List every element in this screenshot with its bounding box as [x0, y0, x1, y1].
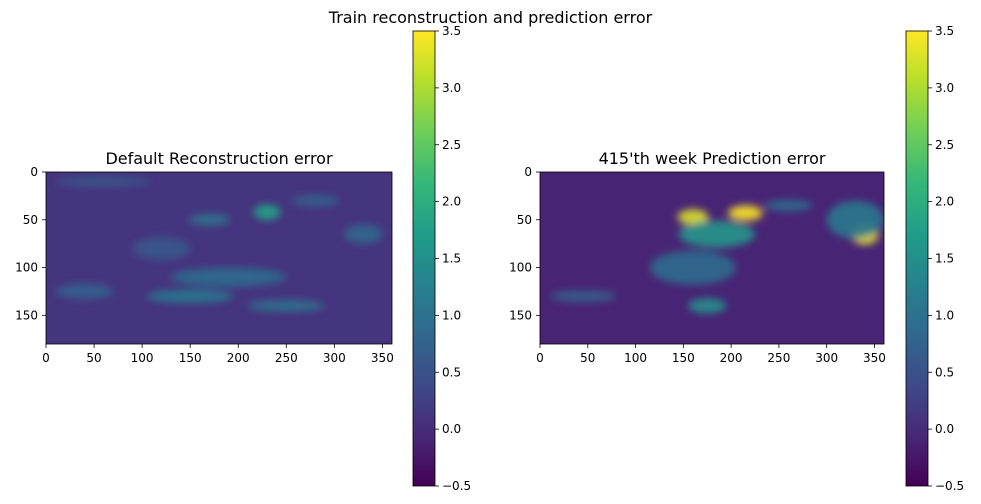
- heatmap-hotspot: [677, 209, 709, 225]
- chart-title: Default Reconstruction error: [105, 149, 333, 168]
- y-tick-label: 50: [517, 213, 532, 227]
- colorbar-tick-label: −0.5: [442, 479, 471, 493]
- y-tick-label: 100: [509, 261, 532, 275]
- heatmap-hotspot: [649, 250, 736, 285]
- x-tick-label: 100: [624, 351, 647, 365]
- heatmap-image: [540, 172, 884, 344]
- y-tick-label: 0: [30, 165, 38, 179]
- colorbar-tick-label: 2.5: [442, 138, 461, 152]
- x-tick-label: 150: [672, 351, 695, 365]
- y-tick-label: 0: [524, 165, 532, 179]
- heatmap-hotspot: [343, 224, 383, 244]
- heatmap-hotspot: [826, 200, 884, 239]
- chart-title: 415'th week Prediction error: [599, 149, 826, 168]
- x-tick-label: 50: [86, 351, 101, 365]
- colorbar-tick-label: 1.5: [442, 252, 461, 266]
- heatmap-hotspot: [549, 290, 617, 302]
- heatmap-hotspot: [55, 283, 114, 300]
- heatmap-hotspot: [688, 298, 727, 314]
- heatmap-background: [46, 172, 392, 344]
- heatmap-hotspot: [146, 289, 234, 303]
- x-tick-label: 100: [131, 351, 154, 365]
- x-tick-label: 200: [227, 351, 250, 365]
- heatmap-hotspot: [132, 236, 191, 260]
- colorbar-tick-label: 2.0: [442, 195, 461, 209]
- colorbar-tick-label: 1.5: [935, 252, 954, 266]
- heatmap-hotspot: [728, 205, 763, 221]
- x-tick-label: 0: [42, 351, 50, 365]
- heatmap-hotspot: [247, 300, 325, 312]
- y-tick-label: 100: [15, 261, 38, 275]
- colorbar-tick-label: 3.5: [442, 24, 461, 38]
- y-tick-label: 150: [15, 308, 38, 322]
- x-tick-label: 200: [720, 351, 743, 365]
- colorbar-tick-label: 0.0: [442, 422, 461, 436]
- x-tick-label: 150: [179, 351, 202, 365]
- heatmap-hotspot: [55, 176, 152, 187]
- x-tick-label: 350: [863, 351, 886, 365]
- colorbar-tick-label: 0.5: [935, 365, 954, 379]
- figure-suptitle: Train reconstruction and prediction erro…: [328, 8, 653, 27]
- y-tick-label: 50: [23, 213, 38, 227]
- axes-frame: [539, 171, 885, 345]
- colorbar: [905, 30, 929, 487]
- axes-frame: [45, 171, 393, 345]
- colorbar-tick-label: 0.5: [442, 365, 461, 379]
- heatmap-image: [46, 172, 392, 344]
- heatmap-hotspot: [253, 204, 281, 220]
- colorbar-tick-label: 3.0: [442, 81, 461, 95]
- heatmap-hotspot: [170, 267, 287, 287]
- y-tick-label: 150: [509, 308, 532, 322]
- colorbar-tick-label: 0.0: [935, 422, 954, 436]
- colorbar-tick-label: 3.5: [935, 24, 954, 38]
- heatmap-panel-1: Default Reconstruction error 0 50 100 150 200…: [15, 24, 471, 493]
- x-tick-label: 250: [275, 351, 298, 365]
- x-tick-label: 50: [580, 351, 595, 365]
- heatmap-hotspot: [291, 194, 340, 207]
- heatmap-hotspot: [678, 220, 755, 248]
- x-tick-label: 350: [371, 351, 394, 365]
- colorbar-tick-label: 2.5: [935, 138, 954, 152]
- colorbar-tick-label: 1.0: [442, 308, 461, 322]
- colorbar-tick-label: 1.0: [935, 308, 954, 322]
- x-tick-label: 250: [767, 351, 790, 365]
- x-tick-label: 300: [323, 351, 346, 365]
- heatmap-panel-2: 415'th week Prediction error 0 50 100 150 200…: [509, 24, 964, 493]
- heatmap-hotspot: [764, 199, 813, 212]
- heatmap-hotspot: [188, 214, 231, 226]
- colorbar-tick-label: −0.5: [935, 479, 964, 493]
- colorbar-tick-label: 3.0: [935, 81, 954, 95]
- x-tick-label: 0: [536, 351, 544, 365]
- colorbar: [412, 30, 436, 487]
- x-tick-label: 300: [815, 351, 838, 365]
- colorbar-tick-label: 2.0: [935, 195, 954, 209]
